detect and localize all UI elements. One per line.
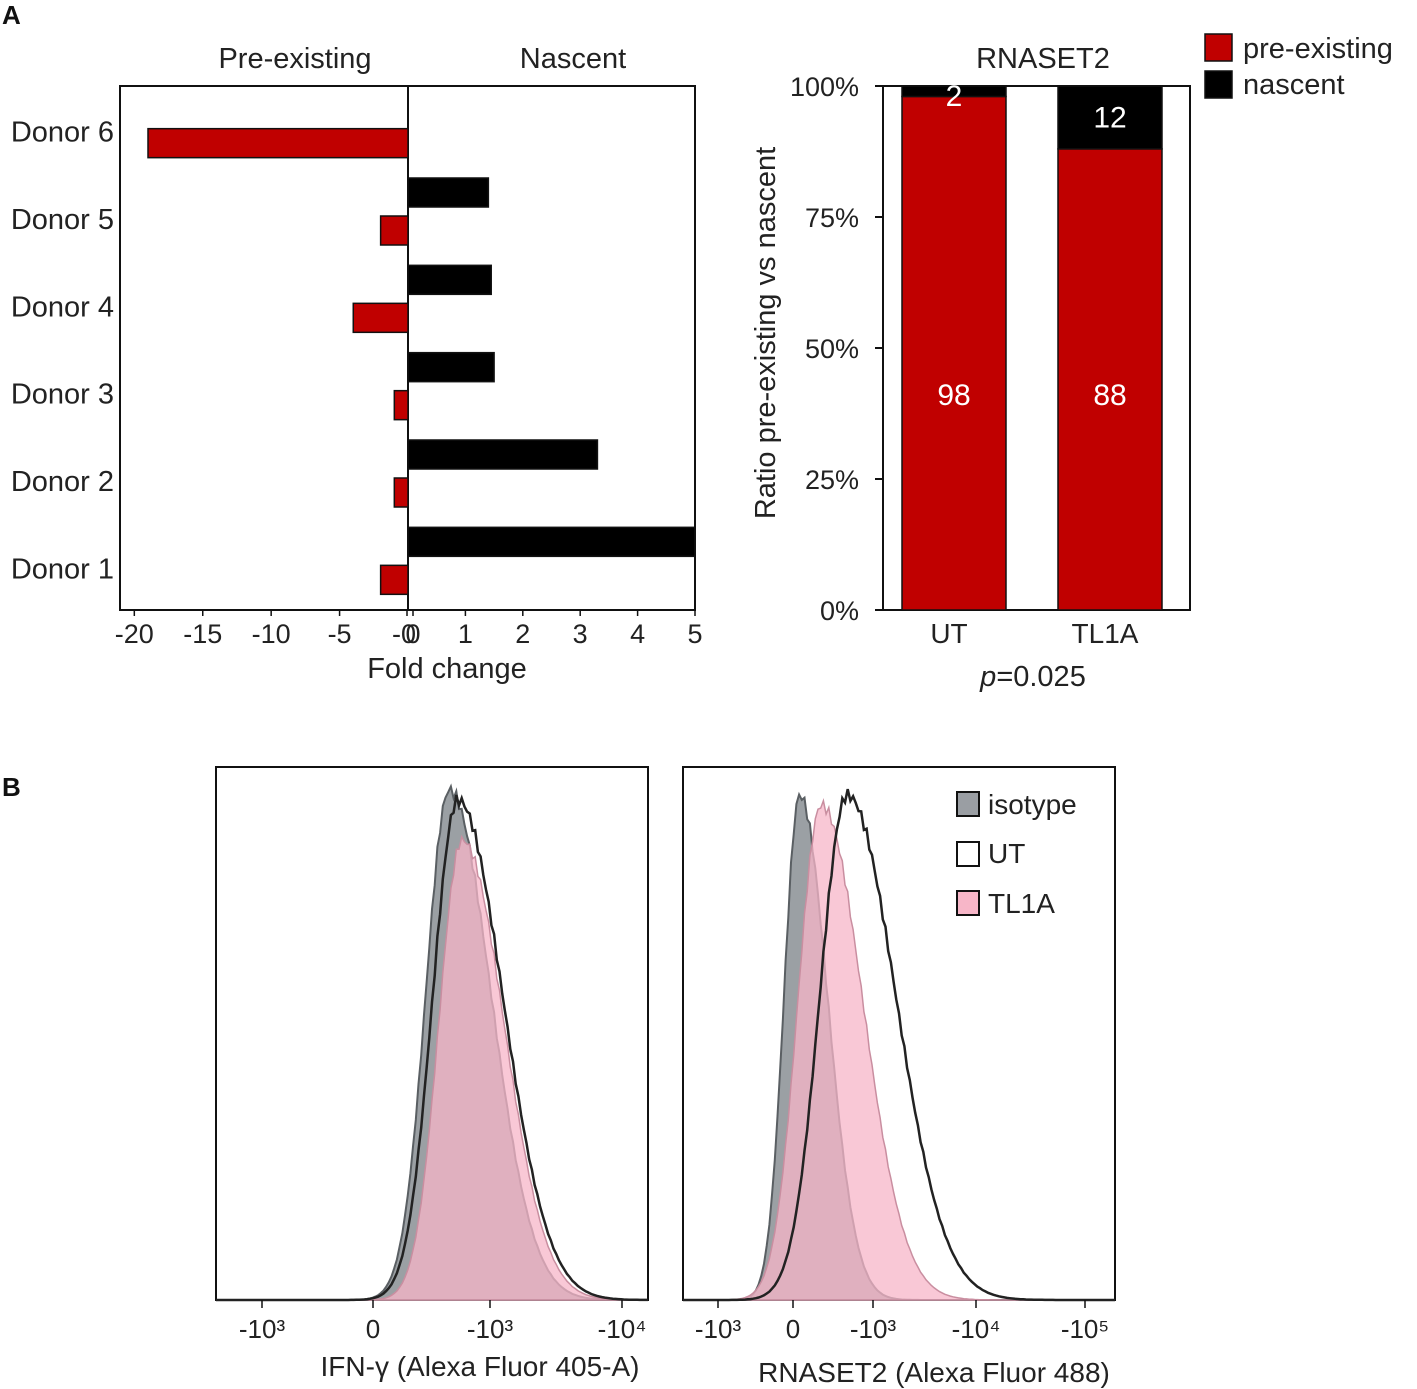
legend-label-pre-existing: pre-existing	[1243, 33, 1393, 65]
x-tick-label: -15	[183, 619, 222, 649]
category-label: UT	[930, 618, 967, 649]
fold-change-xlabel: Fold change	[367, 653, 527, 685]
x-tick-label: -10³	[850, 1314, 897, 1344]
ifn-gamma-histogram: IFN-γ (Alexa Fluor 405-A) -10³ 0 -10³ -10⁴	[215, 766, 649, 1382]
legend-swatch-isotype	[956, 791, 980, 817]
data-label-nascent: 2	[946, 80, 963, 113]
legend-swatch-ut	[956, 841, 980, 867]
histogram-curve-tl1a	[683, 798, 1115, 1301]
bar-nascent	[407, 264, 492, 296]
rnaset2-histogram: RNASET2 (Alexa Fluor 488) isotype UT TL1…	[682, 766, 1116, 1388]
bar-pre-existing	[379, 564, 409, 596]
bar-pre-existing	[1057, 148, 1163, 611]
data-label-pre-existing: 88	[1093, 379, 1126, 412]
p-value-prefix: p	[979, 661, 996, 693]
legend-label-ut: UT	[988, 838, 1025, 869]
donor-label: Donor 4	[11, 291, 114, 323]
donor-label: Donor 2	[11, 466, 114, 498]
x-tick-label: -5	[328, 619, 352, 649]
x-tick-label: 5	[687, 619, 702, 649]
panel-label-b: B	[2, 772, 21, 802]
x-tick-label: -10³	[467, 1314, 514, 1344]
x-tick-label: -10⁴	[952, 1314, 1001, 1344]
y-tick-label: 100%	[790, 72, 859, 102]
pre-existing-header: Pre-existing	[218, 43, 371, 75]
data-label-nascent: 12	[1093, 101, 1126, 134]
x-tick-label: 4	[630, 619, 645, 649]
fold-change-chart: Pre-existing Nascent Fold change Donor 6…	[11, 43, 703, 685]
donor-label: Donor 3	[11, 379, 114, 411]
bar-pre-existing	[147, 127, 409, 159]
ratio-legend: pre-existing nascent	[1204, 33, 1393, 101]
x-tick-label: 0	[786, 1314, 800, 1344]
y-tick-label: 25%	[805, 465, 859, 495]
ratio-title: RNASET2	[976, 43, 1110, 75]
panel-label-a: A	[2, 0, 21, 30]
bar-pre-existing	[352, 302, 409, 334]
ifn-gamma-xlabel: IFN-γ (Alexa Fluor 405-A)	[321, 1351, 640, 1382]
histogram-legend: isotype UT TL1A	[956, 789, 1077, 919]
x-tick-label: -10⁵	[1061, 1314, 1109, 1344]
x-tick-label: 0	[405, 619, 420, 649]
histogram-curve-ut	[216, 794, 648, 1302]
x-tick-label: -10	[252, 619, 291, 649]
bar-nascent	[407, 439, 599, 470]
legend-label-nascent: nascent	[1243, 69, 1345, 101]
legend-swatch-nascent	[1204, 70, 1233, 99]
x-tick-label: -0	[392, 619, 416, 649]
x-tick-label: -10³	[239, 1314, 286, 1344]
legend-swatch-tl1a	[956, 890, 980, 916]
legend-swatch-pre-existing	[1204, 33, 1233, 62]
bar-nascent	[1057, 85, 1163, 150]
donor-label: Donor 1	[11, 553, 114, 585]
y-tick-label: 50%	[805, 334, 859, 364]
x-tick-label: 3	[573, 619, 588, 649]
data-label-pre-existing: 98	[937, 379, 970, 412]
bar-pre-existing	[393, 389, 409, 421]
x-tick-label: -10³	[695, 1314, 742, 1344]
bar-pre-existing	[901, 95, 1007, 611]
rnaset2-xlabel: RNASET2 (Alexa Fluor 488)	[758, 1357, 1110, 1388]
x-tick-label: 0	[366, 1314, 380, 1344]
bar-pre-existing	[379, 215, 409, 246]
bar-nascent	[407, 526, 696, 558]
histogram-curve-ut	[683, 788, 1115, 1302]
p-value-suffix: =0.025	[996, 661, 1086, 693]
bar-nascent	[407, 351, 495, 383]
category-label: TL1A	[1072, 618, 1139, 649]
donor-label: Donor 6	[11, 117, 114, 149]
donor-label: Donor 5	[11, 204, 114, 236]
legend-label-isotype: isotype	[988, 789, 1077, 820]
ratio-ylabel: Ratio pre-existing vs nascent	[750, 147, 782, 519]
x-tick-label: 2	[515, 619, 530, 649]
p-value: p=0.025	[979, 661, 1086, 693]
x-tick-label: -20	[115, 619, 154, 649]
y-tick-label: 75%	[805, 203, 859, 233]
nascent-header: Nascent	[520, 43, 626, 75]
bar-nascent	[407, 177, 490, 208]
ratio-chart: RNASET2 Ratio pre-existing vs nascent p=…	[750, 33, 1393, 693]
x-tick-label: -10⁴	[598, 1314, 647, 1344]
y-tick-label: 0%	[820, 596, 859, 626]
legend-label-tl1a: TL1A	[988, 888, 1055, 919]
bar-pre-existing	[393, 477, 409, 508]
bar-nascent	[901, 85, 1007, 98]
x-tick-label: 1	[458, 619, 473, 649]
